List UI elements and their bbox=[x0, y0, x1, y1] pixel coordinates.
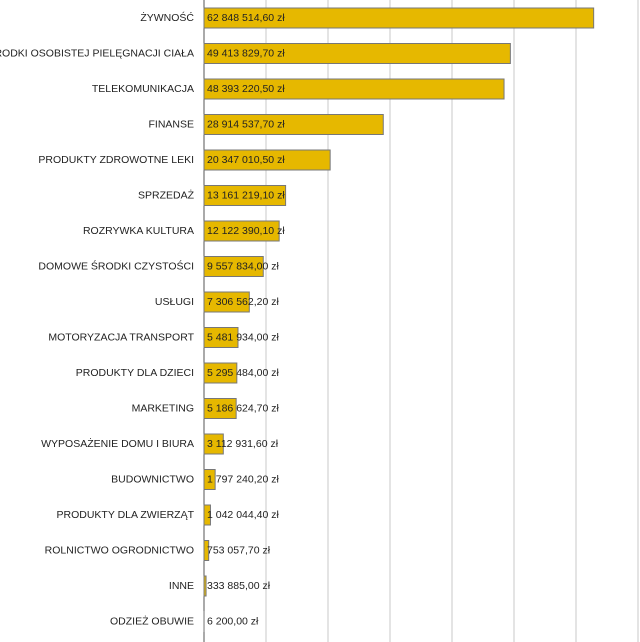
bar bbox=[203, 256, 264, 277]
value-label: 753 057,70 zł bbox=[207, 544, 271, 556]
bar bbox=[203, 575, 207, 597]
bar bbox=[203, 43, 511, 64]
bar bbox=[203, 469, 216, 490]
value-label: 3 112 931,60 zł bbox=[207, 438, 279, 450]
bar bbox=[203, 433, 224, 455]
value-label: 333 885,00 zł bbox=[207, 580, 271, 592]
category-label: PRODUKTY DLA DZIECI bbox=[76, 367, 194, 379]
bar bbox=[203, 220, 280, 242]
bar bbox=[203, 540, 210, 561]
category-label: BUDOWNICTWO bbox=[111, 473, 194, 485]
value-label: 5 481 934,00 zł bbox=[207, 331, 279, 343]
category-label: USŁUGI bbox=[155, 296, 194, 308]
value-label: 7 306 562,20 zł bbox=[207, 296, 279, 308]
bar bbox=[203, 78, 505, 100]
bar bbox=[203, 149, 331, 171]
value-label: 1 042 044,40 zł bbox=[207, 509, 279, 521]
value-label: 12 122 390,10 zł bbox=[207, 225, 285, 237]
value-label: 48 393 220,50 zł bbox=[207, 83, 285, 95]
value-label: 49 413 829,70 zł bbox=[207, 47, 285, 59]
value-label: 1 797 240,20 zł bbox=[207, 473, 279, 485]
bar bbox=[203, 327, 239, 348]
category-label: ROLNICTWO OGRODNICTWO bbox=[45, 544, 194, 556]
category-label: WYPOSAŻENIE DOMU I BIURA bbox=[41, 437, 194, 450]
category-label: ŚRODKI OSOBISTEJ PIELĘGNACJI CIAŁA bbox=[0, 46, 194, 59]
category-label: ODZIEŻ OBUWIE bbox=[110, 614, 194, 627]
category-label: MOTORYZACJA TRANSPORT bbox=[48, 331, 194, 343]
value-label: 20 347 010,50 zł bbox=[207, 154, 285, 166]
value-label: 5 186 624,70 zł bbox=[207, 402, 279, 414]
value-label: 28 914 537,70 zł bbox=[207, 118, 285, 130]
bar bbox=[203, 185, 287, 206]
bar bbox=[203, 7, 595, 29]
category-label: SPRZEDAŻ bbox=[138, 188, 195, 201]
value-label: 9 557 834,00 zł bbox=[207, 260, 279, 272]
category-label: TELEKOMUNIKACJA bbox=[92, 83, 194, 95]
category-label: ŻYWNOŚĆ bbox=[140, 11, 194, 24]
category-label: INNE bbox=[169, 580, 194, 592]
value-label: 6 200,00 zł bbox=[207, 615, 259, 627]
category-label: PRODUKTY ZDROWOTNE LEKI bbox=[38, 154, 194, 166]
category-label: FINANSE bbox=[148, 118, 194, 130]
bar bbox=[203, 291, 250, 313]
category-label: MARKETING bbox=[132, 402, 194, 414]
value-label: 13 161 219,10 zł bbox=[207, 189, 285, 201]
category-label: ROZRYWKA KULTURA bbox=[83, 225, 194, 237]
category-label: DOMOWE ŚRODKI CZYSTOŚCI bbox=[38, 259, 194, 272]
bar bbox=[203, 504, 211, 526]
bar bbox=[203, 114, 384, 135]
bar bbox=[203, 362, 238, 384]
value-label: 62 848 514,60 zł bbox=[207, 12, 285, 24]
category-label: PRODUKTY DLA ZWIERZĄT bbox=[57, 509, 195, 521]
bar bbox=[203, 398, 237, 419]
value-label: 5 295 484,00 zł bbox=[207, 367, 279, 379]
